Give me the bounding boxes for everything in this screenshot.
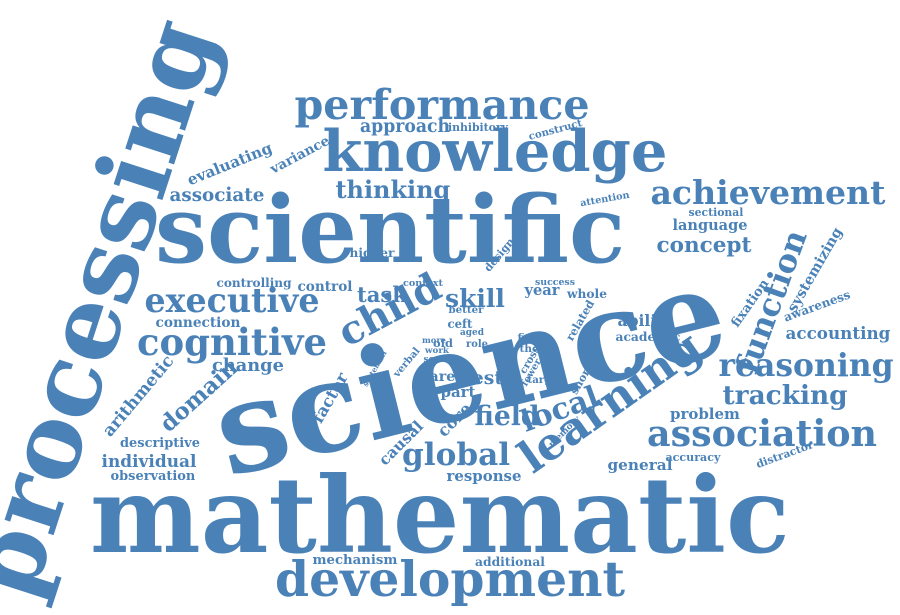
- word-achievement: achievement: [650, 172, 886, 212]
- word-more: more: [422, 335, 446, 345]
- word-higher: higher: [349, 246, 395, 260]
- word-language: language: [672, 216, 748, 234]
- word-task: task: [357, 281, 407, 307]
- word-score: score: [423, 354, 451, 365]
- word-field: field: [474, 400, 540, 432]
- word-general: general: [607, 455, 673, 474]
- word-accounting: accounting: [785, 322, 891, 343]
- word-success: success: [535, 276, 575, 288]
- word-better: better: [448, 304, 484, 316]
- word-association: association: [647, 412, 878, 455]
- word-context: context: [403, 278, 443, 289]
- word-reasoning: reasoning: [718, 347, 894, 384]
- word-old: old: [433, 335, 453, 350]
- word-development: development: [275, 550, 626, 608]
- word-inhibitory: inhibitory: [448, 120, 508, 134]
- word-additional: additional: [475, 554, 545, 569]
- word-response: response: [446, 466, 522, 485]
- word-concept: concept: [656, 233, 752, 258]
- word-control: control: [297, 279, 353, 295]
- word-accuracy: accuracy: [665, 450, 721, 464]
- word-connection: connection: [155, 315, 241, 331]
- word-approach: approach: [360, 116, 451, 137]
- word-test: test: [463, 366, 504, 389]
- word-academic: academic: [615, 329, 681, 344]
- word-skill: skill: [445, 283, 505, 313]
- word-aged: aged: [460, 327, 484, 338]
- word-ability: ability: [617, 311, 673, 330]
- word-sectional: sectional: [688, 205, 744, 219]
- word-part: part: [440, 382, 476, 401]
- word-global: global: [402, 436, 511, 473]
- word-area: area: [429, 369, 465, 385]
- word-tracking: tracking: [722, 380, 848, 411]
- word-mathematic: mathematic: [90, 453, 790, 577]
- word-ceft: ceft: [447, 317, 473, 331]
- word-performance: performance: [294, 79, 590, 129]
- word-work: work: [425, 345, 449, 356]
- word-whole: whole: [567, 287, 607, 301]
- word-observation: observation: [110, 468, 196, 484]
- word-figure: figure: [517, 331, 553, 344]
- word-mechanism: mechanism: [312, 552, 398, 568]
- word-scientific: scientific: [155, 175, 626, 284]
- word-knowledge: knowledge: [322, 117, 668, 185]
- word-controlling: controlling: [216, 276, 292, 290]
- word-individual: individual: [101, 450, 197, 471]
- word-descriptive: descriptive: [120, 435, 200, 451]
- word-problem: problem: [670, 404, 740, 423]
- word-thesis: thesis: [519, 342, 555, 355]
- word-executive: executive: [144, 280, 320, 320]
- word-role: role: [466, 339, 488, 350]
- word-associate: associate: [169, 185, 265, 206]
- word-change: change: [212, 355, 284, 376]
- word-thinking: thinking: [335, 176, 451, 204]
- word-cognitive: cognitive: [137, 319, 327, 364]
- word-year: year: [524, 281, 560, 299]
- word-target: target: [527, 374, 563, 386]
